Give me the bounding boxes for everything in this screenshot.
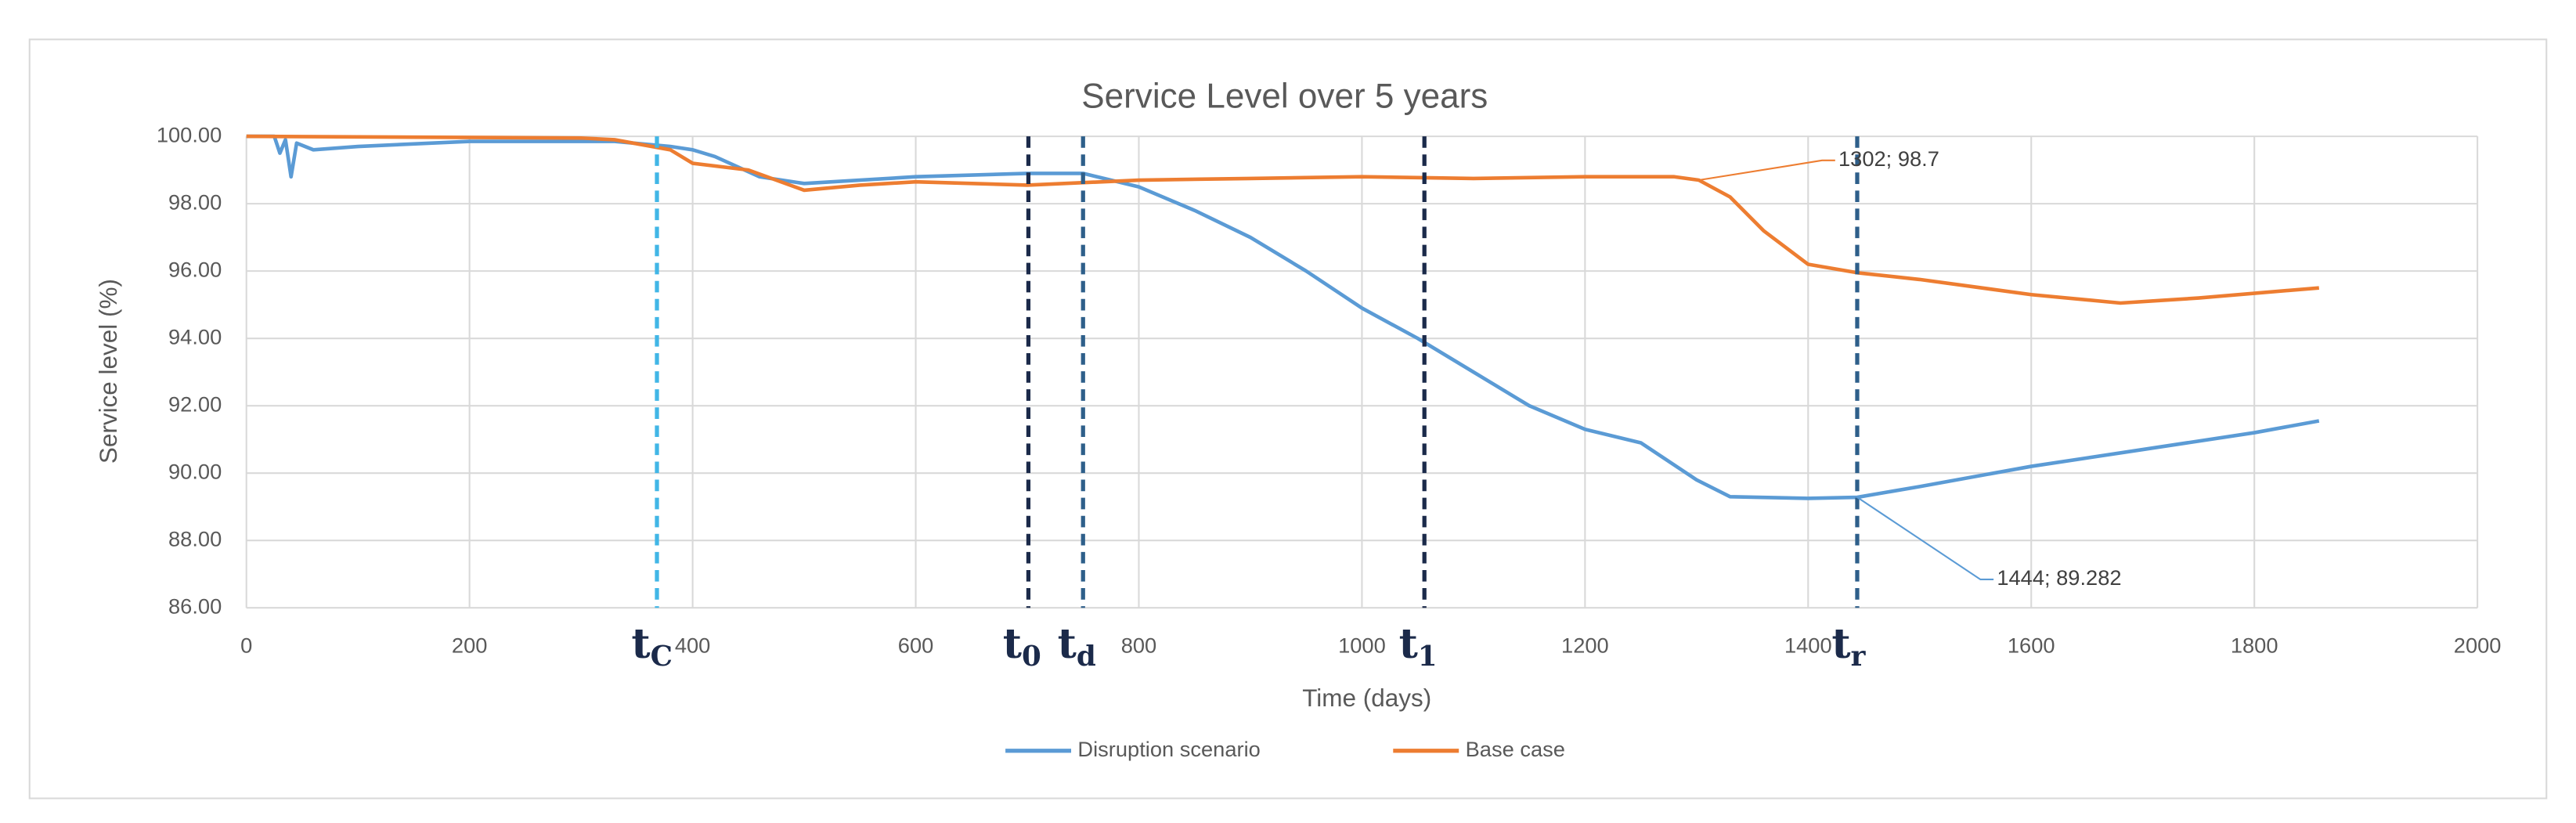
y-tick-label: 88.00 — [168, 526, 222, 550]
marker-label: t — [1399, 620, 1418, 668]
x-tick-label: 200 — [452, 633, 488, 658]
series-line — [246, 134, 2319, 305]
x-tick-label: 1800 — [2231, 633, 2278, 658]
y-tick-label: 90.00 — [168, 459, 222, 483]
y-tick-label: 86.00 — [168, 594, 222, 618]
y-tick-label: 96.00 — [168, 257, 222, 281]
legend-label: Disruption scenario — [1077, 737, 1260, 761]
x-tick-label: 1600 — [2008, 633, 2055, 658]
x-axis-label: Time (days) — [1302, 684, 1431, 712]
marker-label: t — [1058, 620, 1077, 668]
x-tick-label: 600 — [898, 633, 934, 658]
x-tick-label: 1000 — [1338, 633, 1386, 658]
y-axis-label: Service level (%) — [95, 279, 122, 464]
marker-subscript: d — [1077, 641, 1096, 673]
chart-frame — [28, 38, 2548, 800]
x-tick-label: 1200 — [1561, 633, 1609, 658]
x-tick-label: 1400 — [1784, 633, 1832, 658]
x-tick-label: 0 — [240, 633, 252, 658]
x-tick-label: 800 — [1121, 633, 1157, 658]
y-tick-label: 100.00 — [157, 122, 222, 146]
marker-subscript: 1 — [1418, 641, 1438, 673]
annotation-label: 1444; 89.282 — [1997, 565, 2121, 590]
marker-subscript: r — [1851, 641, 1867, 673]
annotation-label: 1302; 98.7 — [1838, 146, 1939, 171]
x-tick-label: 400 — [675, 633, 711, 658]
marker-label: t — [1831, 620, 1850, 668]
y-tick-label: 92.00 — [168, 392, 222, 416]
y-tick-label: 98.00 — [168, 190, 222, 214]
y-tick-label: 94.00 — [168, 324, 222, 348]
annotation-leader — [1698, 159, 1835, 182]
marker-subscript: 0 — [1022, 641, 1041, 673]
annotation-leader — [1856, 496, 1994, 580]
marker-label: t — [1003, 620, 1022, 668]
chart-title: Service Level over 5 years — [1081, 78, 1488, 116]
legend-label: Base case — [1466, 737, 1565, 761]
marker-label: t — [631, 620, 650, 668]
x-tick-label: 2000 — [2454, 633, 2502, 658]
marker-subscript: C — [651, 641, 673, 673]
